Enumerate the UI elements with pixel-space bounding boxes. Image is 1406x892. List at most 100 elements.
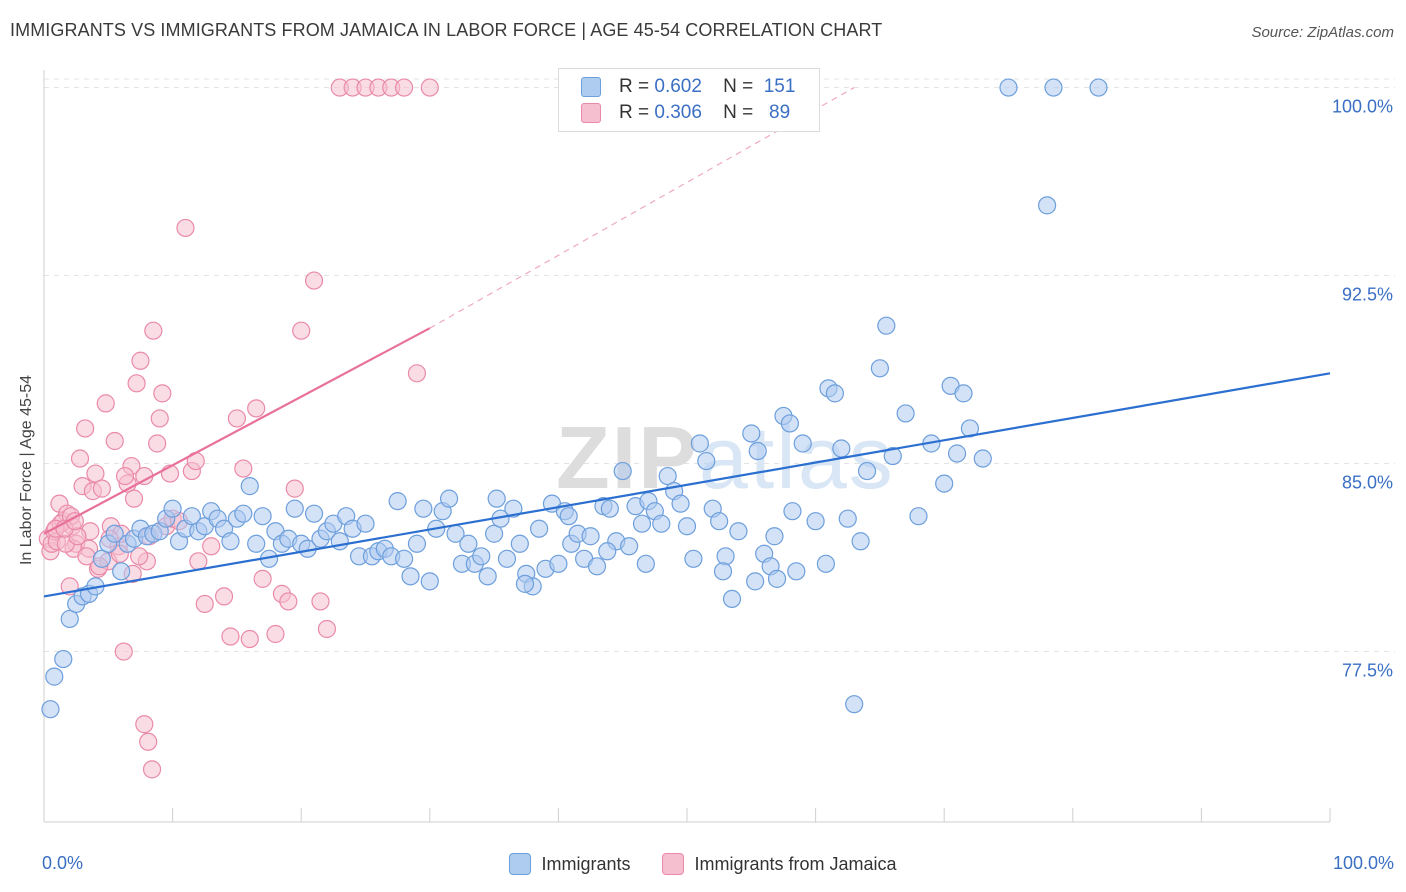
point-jamaica [311,592,330,611]
x-tick-min: 0.0% [42,853,84,873]
point-immigrants [394,549,414,568]
point-jamaica [189,552,208,571]
point-jamaica [266,624,285,644]
point-immigrants [60,609,79,629]
point-immigrants [530,519,549,538]
point-jamaica [153,384,172,403]
point-jamaica [124,489,144,508]
point-immigrants [722,589,742,609]
point-jamaica [176,218,195,238]
trend-jamaica-extended [429,87,855,329]
point-jamaica [247,399,266,418]
point-immigrants [748,441,767,461]
point-jamaica [135,715,154,734]
r-label: R = [619,76,650,97]
point-jamaica [285,479,304,498]
point-jamaica [150,409,169,428]
point-jamaica [407,364,427,383]
legend-swatch-pink [662,853,685,875]
point-jamaica [317,619,337,639]
point-immigrants [767,569,787,588]
point-immigrants [504,499,523,518]
point-immigrants [600,499,619,518]
point-jamaica [114,642,133,661]
point-immigrants [935,474,954,493]
point-immigrants [896,404,915,423]
point-jamaica [221,627,240,646]
point-immigrants [478,567,497,586]
point-immigrants [247,534,266,553]
point-immigrants [632,514,652,533]
legend-swatch-blue [509,853,532,875]
point-immigrants [954,384,973,403]
r-value: 0.306 [654,102,702,123]
trend-immigrants [43,372,1331,598]
legend-row-immigrants: R = 0.602 N = 151 [581,75,795,99]
point-immigrants [388,492,407,511]
point-immigrants [41,700,60,719]
point-immigrants [234,504,253,523]
point-immigrants [780,414,799,433]
point-immigrants [765,527,784,546]
point-immigrants [559,507,578,526]
point-immigrants [716,547,735,566]
point-immigrants [684,549,703,568]
point-immigrants [182,507,201,526]
trend-lines [43,87,1331,598]
point-immigrants [1037,196,1057,215]
point-immigrants [806,512,825,531]
chart-title: IMMIGRANTS VS IMMIGRANTS FROM JAMAICA IN… [10,20,883,40]
point-jamaica [144,321,163,340]
point-immigrants [825,384,844,403]
point-immigrants [851,532,870,551]
source-label: Source: ZipAtlas.com [1251,24,1394,41]
n-value: 89 [769,102,791,123]
point-immigrants [658,466,677,486]
point-immigrants [587,557,607,576]
x-axis [43,70,1331,823]
point-jamaica [202,537,221,556]
point-jamaica [253,569,272,588]
point-jamaica [394,78,414,97]
point-immigrants [45,667,64,686]
point-jamaica [304,271,324,290]
point-immigrants [240,477,259,496]
point-jamaica [420,78,439,97]
point-immigrants [163,499,182,518]
point-jamaica [139,732,158,751]
y-tick-label: 100.0% [1332,97,1393,117]
point-immigrants [947,444,967,463]
point-immigrants [883,446,902,466]
point-jamaica [105,431,124,451]
point-jamaica [96,394,115,413]
legend-item-immigrants: Immigrants [509,853,630,875]
y-tick-labels: 77.5% 85.0% 92.5% 100.0% [1332,97,1393,681]
point-jamaica [130,547,149,566]
point-immigrants [877,316,896,335]
n-value: 151 [763,76,796,97]
point-immigrants [746,572,765,591]
point-immigrants [636,554,655,573]
point-immigrants [485,524,504,543]
point-immigrants [54,649,73,669]
point-immigrants [909,507,928,526]
point-immigrants [677,517,697,536]
y-tick-label: 92.5% [1342,285,1393,305]
point-jamaica [86,464,105,483]
point-immigrants [515,574,535,593]
point-immigrants [598,542,617,561]
legend-label: Immigrants [541,853,631,874]
point-immigrants [407,534,427,553]
n-label: N = [723,76,754,97]
point-immigrants [459,534,478,553]
point-immigrants [414,499,433,518]
point-immigrants [870,359,890,378]
point-jamaica [214,587,234,606]
point-jamaica [115,466,135,486]
point-immigrants [1089,78,1108,97]
point-immigrants [671,494,690,513]
point-immigrants [999,78,1018,97]
point-jamaica [127,374,146,393]
point-immigrants [285,499,304,518]
point-immigrants [304,504,324,523]
